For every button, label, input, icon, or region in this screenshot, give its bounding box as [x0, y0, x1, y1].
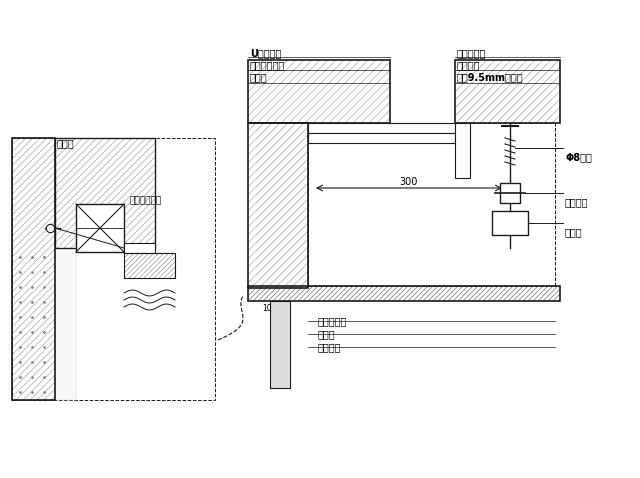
Text: Φ8吊筋: Φ8吊筋 — [565, 152, 592, 162]
Bar — [248, 60, 390, 123]
Text: 石材墙面: 石材墙面 — [318, 342, 342, 352]
Bar — [455, 60, 560, 123]
Bar — [496, 215, 524, 231]
Text: 轻钢龙骨: 轻钢龙骨 — [457, 60, 481, 70]
Bar — [455, 123, 470, 178]
Text: 灌浆层: 灌浆层 — [318, 329, 335, 339]
Text: 建筑结构层: 建筑结构层 — [457, 48, 486, 58]
Bar — [12, 138, 215, 400]
Bar — [308, 133, 455, 143]
Text: 10: 10 — [262, 304, 271, 313]
Text: 模型石膏填缝: 模型石膏填缝 — [129, 196, 161, 205]
Text: 主龙骨: 主龙骨 — [565, 227, 582, 237]
Bar — [248, 286, 560, 301]
Text: 木龙骨: 木龙骨 — [57, 138, 75, 148]
Bar — [76, 204, 124, 252]
Bar — [492, 211, 528, 235]
Text: 双层9.5mm石膏板: 双层9.5mm石膏板 — [457, 72, 524, 82]
Bar — [12, 138, 55, 400]
Text: 木龙骨: 木龙骨 — [250, 72, 268, 82]
Bar — [308, 123, 555, 286]
Bar — [124, 243, 155, 253]
Text: U型边龙骨: U型边龙骨 — [250, 48, 282, 58]
Bar — [55, 253, 76, 400]
Text: 建筑结构层: 建筑结构层 — [318, 316, 348, 326]
Bar — [124, 253, 175, 278]
Text: 模型石膏填缝: 模型石膏填缝 — [250, 60, 285, 70]
Text: 300: 300 — [400, 177, 418, 187]
Bar — [248, 123, 308, 288]
Text: 龙骨吊件: 龙骨吊件 — [565, 197, 589, 207]
Bar — [500, 183, 520, 203]
Bar — [308, 123, 455, 133]
Bar — [55, 138, 155, 248]
Bar — [270, 301, 290, 388]
